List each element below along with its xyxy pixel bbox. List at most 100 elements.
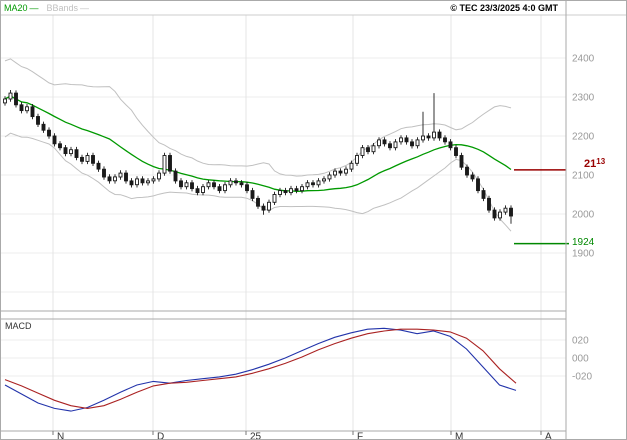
ma20-legend-dash-icon: — [29,3,39,13]
candle-body [459,155,464,168]
candle-body [3,98,7,104]
candle-body [399,137,403,143]
candle-body [14,92,18,106]
candle-body [102,168,106,178]
candle-body [179,180,183,188]
candle-body [377,139,381,147]
candle-body [91,155,95,164]
legend: MA20— BBands — [4,2,89,14]
candle-body [41,123,46,131]
candle-body [272,194,277,203]
month-label: 25 [250,432,262,440]
candle-body [256,197,260,207]
macd-axis-label: -020 [572,372,592,383]
candle-body [415,139,420,147]
candle-body [245,184,249,192]
candle-body [129,180,134,186]
candle-body [25,106,29,112]
candle-body [426,135,431,139]
candle-body [201,186,205,193]
candle-body [195,188,200,194]
month-label: N [57,432,64,440]
candle-body [107,176,112,182]
candle-body [300,186,304,192]
candle-body [135,178,139,186]
candle-body [206,182,211,188]
month-label: A [545,432,552,440]
bollinger-upper-line [4,58,512,177]
macd-line [4,327,517,412]
price-axis-label: 2200 [572,132,595,143]
candle-body [289,188,293,194]
candle-body [322,178,326,182]
copyright-notice: © TEC 23/3/2025 4:0 GMT [450,3,558,13]
candle-body [421,135,425,141]
candle-body [498,211,502,219]
candle-body [355,155,359,164]
candle-body [239,182,244,186]
resistance-price-sup: 13 [596,157,606,166]
candle-body [509,207,513,217]
resistance-price-main: 21 [584,158,597,170]
bollinger-lower-line [4,132,512,232]
candle-body [305,182,310,188]
candle-body [58,143,62,149]
candle-body [217,186,222,192]
price-axis-label: 2400 [572,54,595,65]
month-label: D [157,432,164,440]
candle-body [168,155,172,172]
candle-body [371,145,376,153]
ma20-legend-label: MA20 [4,3,28,13]
candle-body [74,149,79,158]
macd-panel-title: MACD [5,321,32,331]
candle-body [481,190,486,199]
candle-body [96,162,101,170]
candle-body [140,178,145,184]
candle-body [30,106,35,118]
resistance-price-label: 2113 [584,157,606,170]
candle-body [404,137,409,143]
candle-body [382,139,387,145]
candle-body [327,174,332,180]
price-axis-label: 2300 [572,93,595,104]
candle-body [261,205,266,211]
bbands-legend-dash-icon: — [80,3,90,13]
candle-body [503,207,508,213]
candle-body [157,172,161,180]
candle-body [338,170,343,174]
legend-item-bbands: BBands — [47,2,90,14]
candle-body [443,137,447,143]
candle-body [8,92,13,100]
candle-body [294,188,299,192]
candle-body [360,147,365,156]
candle-body [80,156,84,162]
candle-body [448,141,453,149]
month-label: F [357,432,363,440]
price-axis-label: 1900 [572,249,595,260]
month-label: M [455,432,463,440]
candle-body [410,141,414,147]
ma20-line [4,95,512,192]
candle-body [113,176,117,182]
candle-body [19,104,24,112]
candle-body [388,143,392,149]
candle-body [470,174,475,180]
candle-body [344,168,348,174]
candle-body [69,149,73,155]
legend-item-ma20: MA20— [4,2,39,14]
candle-body [173,170,178,182]
candle-body [190,182,194,190]
candle-body [234,180,238,184]
candle-body [223,184,227,192]
candle-body [36,116,40,125]
candle-body [366,147,370,153]
candle-body [85,155,90,162]
bbands-legend-label: BBands [46,3,79,13]
macd-signal-line [4,328,517,409]
candle-body [267,201,271,211]
candle-body [432,131,436,139]
candle-body [333,170,337,176]
candle-body [184,182,189,188]
